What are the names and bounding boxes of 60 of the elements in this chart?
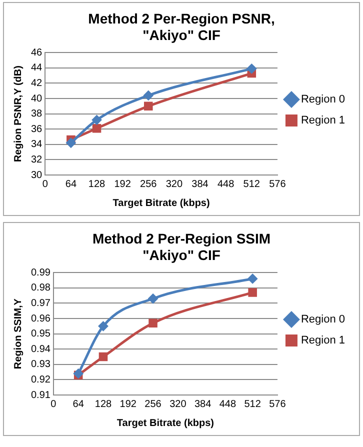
y-tick-label: 0.94 bbox=[30, 344, 51, 355]
y-tick-label: 0.97 bbox=[30, 298, 51, 309]
x-tick-label: 320 bbox=[170, 398, 187, 410]
x-tick-label: 256 bbox=[144, 398, 162, 410]
y-axis-title: Region SSIM,Y bbox=[12, 298, 24, 370]
x-tick-label: 576 bbox=[269, 398, 286, 410]
y-tick-label: 32 bbox=[31, 154, 43, 166]
x-tick-label: 448 bbox=[219, 398, 236, 410]
x-tick-label: 384 bbox=[194, 398, 212, 410]
x-axis-title: Target Bitrate (kbps) bbox=[112, 198, 210, 209]
y-tick-label: 44 bbox=[31, 62, 43, 74]
point bbox=[248, 274, 258, 284]
y-tick-label: 0.99 bbox=[30, 267, 51, 278]
x-tick-label: 0 bbox=[50, 398, 57, 410]
point bbox=[66, 138, 76, 148]
x-tick-label: 320 bbox=[166, 178, 183, 190]
chart-title: Method 2 Per-Region SSIM "Akiyo" CIF bbox=[92, 230, 271, 264]
x-axis-title: Target Bitrate (kbps) bbox=[116, 418, 214, 429]
x-tick-label: 512 bbox=[244, 398, 262, 410]
y-tick-label: 40 bbox=[31, 93, 43, 104]
y-tick-label: 34 bbox=[31, 139, 43, 150]
x-tick-label: 576 bbox=[269, 178, 286, 190]
point bbox=[92, 124, 102, 133]
point bbox=[246, 64, 257, 74]
x-tick-label: 512 bbox=[243, 178, 260, 190]
y-tick-label: 0.98 bbox=[30, 282, 51, 294]
x-tick-label: 128 bbox=[94, 398, 112, 410]
y-tick-label: 0.91 bbox=[30, 390, 51, 401]
x-tick-label: 0 bbox=[42, 178, 48, 190]
point bbox=[148, 318, 158, 328]
y-axis-title: Region PSNR,Y (dB) bbox=[12, 66, 24, 162]
x-tick-label: 64 bbox=[65, 178, 77, 190]
x-tick-label: 192 bbox=[120, 398, 137, 410]
y-tick-label: 0.96 bbox=[30, 313, 51, 324]
y-tick-label: 0.95 bbox=[30, 328, 51, 340]
point bbox=[148, 294, 158, 304]
point bbox=[248, 288, 257, 297]
y-tick-label: 0.93 bbox=[30, 359, 51, 370]
legend-label: Region 0 bbox=[300, 314, 346, 326]
x-tick-label: 384 bbox=[192, 178, 209, 190]
x-tick-label: 128 bbox=[88, 178, 106, 190]
y-tick-label: 38 bbox=[31, 108, 43, 120]
chart-title: Method 2 Per-Region PSNR, "Akiyo" CIF bbox=[88, 10, 275, 44]
y-tick-label: 30 bbox=[31, 170, 43, 181]
legend-label: Region 1 bbox=[300, 334, 346, 347]
point bbox=[92, 114, 102, 125]
point bbox=[98, 352, 108, 362]
x-tick-label: 256 bbox=[140, 178, 158, 190]
point bbox=[98, 321, 108, 332]
y-tick-label: 42 bbox=[31, 78, 43, 89]
y-tick-label: 36 bbox=[31, 124, 43, 135]
x-tick-label: 64 bbox=[72, 398, 84, 410]
x-tick-label: 192 bbox=[114, 178, 132, 190]
legend-label: Region 1 bbox=[300, 114, 346, 127]
y-tick-label: 0.92 bbox=[30, 374, 51, 386]
point bbox=[144, 102, 153, 111]
x-tick-label: 448 bbox=[217, 178, 235, 190]
y-tick-label: 46 bbox=[31, 47, 43, 58]
legend-label: Region 0 bbox=[300, 94, 346, 106]
point bbox=[143, 90, 154, 100]
